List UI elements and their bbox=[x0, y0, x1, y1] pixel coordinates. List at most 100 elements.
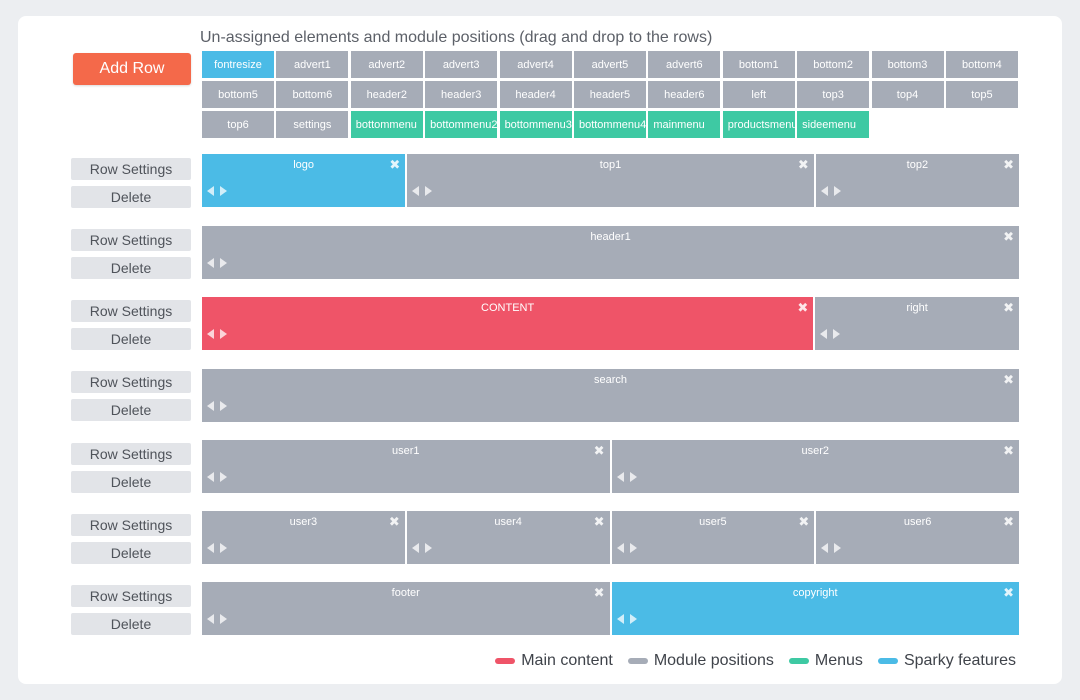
position-cell-CONTENT[interactable]: CONTENT ✖ bbox=[202, 297, 814, 350]
shrink-left-arrow-icon[interactable] bbox=[821, 543, 829, 553]
expand-right-arrow-icon[interactable] bbox=[425, 186, 433, 196]
expand-right-arrow-icon[interactable] bbox=[834, 543, 842, 553]
unassigned-chip-bottom2[interactable]: bottom2 bbox=[797, 51, 870, 78]
unassigned-chip-header6[interactable]: header6 bbox=[648, 81, 721, 108]
unassigned-chip-fontresize[interactable]: fontresize bbox=[202, 51, 274, 78]
shrink-left-arrow-icon[interactable] bbox=[616, 472, 624, 482]
unassigned-chip-mainmenu[interactable]: mainmenu bbox=[648, 111, 721, 138]
close-icon[interactable]: ✖ bbox=[1003, 443, 1014, 458]
unassigned-chip-top6[interactable]: top6 bbox=[202, 111, 274, 138]
unassigned-chip-header3[interactable]: header3 bbox=[425, 81, 498, 108]
close-icon[interactable]: ✖ bbox=[797, 157, 809, 172]
unassigned-chip-left[interactable]: left bbox=[722, 81, 795, 108]
unassigned-chip-advert6[interactable]: advert6 bbox=[648, 51, 721, 78]
close-icon[interactable]: ✖ bbox=[798, 514, 810, 529]
unassigned-chip-header5[interactable]: header5 bbox=[573, 81, 646, 108]
row-settings-button[interactable]: Row Settings bbox=[71, 371, 191, 393]
shrink-left-arrow-icon[interactable] bbox=[207, 401, 214, 411]
close-icon[interactable]: ✖ bbox=[1003, 372, 1014, 387]
close-icon[interactable]: ✖ bbox=[1003, 585, 1014, 600]
unassigned-chip-advert1[interactable]: advert1 bbox=[276, 51, 349, 78]
shrink-left-arrow-icon[interactable] bbox=[820, 329, 828, 339]
expand-right-arrow-icon[interactable] bbox=[833, 186, 841, 196]
row-delete-button[interactable]: Delete bbox=[71, 257, 191, 279]
shrink-left-arrow-icon[interactable] bbox=[411, 543, 419, 553]
unassigned-chip-advert2[interactable]: advert2 bbox=[350, 51, 423, 78]
row-settings-button[interactable]: Row Settings bbox=[71, 443, 191, 465]
position-cell-user1[interactable]: user1 ✖ bbox=[202, 440, 610, 493]
close-icon[interactable]: ✖ bbox=[1003, 300, 1014, 315]
unassigned-chip-top3[interactable]: top3 bbox=[797, 81, 870, 108]
expand-right-arrow-icon[interactable] bbox=[220, 329, 227, 339]
unassigned-chip-top4[interactable]: top4 bbox=[871, 81, 944, 108]
row-settings-button[interactable]: Row Settings bbox=[71, 229, 191, 251]
unassigned-chip-header4[interactable]: header4 bbox=[499, 81, 572, 108]
unassigned-chip-bottom1[interactable]: bottom1 bbox=[722, 51, 795, 78]
position-cell-header1[interactable]: header1 ✖ bbox=[202, 226, 1019, 279]
expand-right-arrow-icon[interactable] bbox=[629, 472, 637, 482]
add-row-button[interactable]: Add Row bbox=[73, 53, 191, 85]
position-cell-right[interactable]: right ✖ bbox=[815, 297, 1019, 350]
unassigned-chip-advert4[interactable]: advert4 bbox=[499, 51, 572, 78]
position-cell-copyright[interactable]: copyright ✖ bbox=[611, 582, 1019, 635]
expand-right-arrow-icon[interactable] bbox=[220, 472, 227, 482]
position-cell-top2[interactable]: top2 ✖ bbox=[815, 154, 1019, 207]
unassigned-chip-bottom6[interactable]: bottom6 bbox=[276, 81, 349, 108]
unassigned-chip-bottommenu[interactable]: bottommenu bbox=[350, 111, 423, 138]
unassigned-chip-settings[interactable]: settings bbox=[276, 111, 349, 138]
row-delete-button[interactable]: Delete bbox=[71, 186, 191, 208]
unassigned-chip-advert3[interactable]: advert3 bbox=[425, 51, 498, 78]
expand-right-arrow-icon[interactable] bbox=[833, 329, 841, 339]
expand-right-arrow-icon[interactable] bbox=[424, 543, 432, 553]
unassigned-chip-bottom4[interactable]: bottom4 bbox=[945, 51, 1018, 78]
shrink-left-arrow-icon[interactable] bbox=[616, 614, 624, 624]
unassigned-chip-top5[interactable]: top5 bbox=[945, 81, 1018, 108]
position-cell-footer[interactable]: footer ✖ bbox=[202, 582, 610, 635]
position-cell-search[interactable]: search ✖ bbox=[202, 369, 1019, 422]
expand-right-arrow-icon[interactable] bbox=[220, 258, 227, 268]
position-cell-logo[interactable]: logo ✖ bbox=[202, 154, 406, 207]
row-settings-button[interactable]: Row Settings bbox=[71, 514, 191, 536]
expand-right-arrow-icon[interactable] bbox=[220, 186, 227, 196]
row-settings-button[interactable]: Row Settings bbox=[71, 300, 191, 322]
position-cell-user3[interactable]: user3 ✖ bbox=[202, 511, 405, 564]
position-cell-user2[interactable]: user2 ✖ bbox=[611, 440, 1019, 493]
shrink-left-arrow-icon[interactable] bbox=[207, 614, 214, 624]
row-settings-button[interactable]: Row Settings bbox=[71, 585, 191, 607]
position-cell-user5[interactable]: user5 ✖ bbox=[611, 511, 815, 564]
shrink-left-arrow-icon[interactable] bbox=[616, 543, 624, 553]
position-cell-user4[interactable]: user4 ✖ bbox=[406, 511, 610, 564]
expand-right-arrow-icon[interactable] bbox=[220, 614, 227, 624]
row-settings-button[interactable]: Row Settings bbox=[71, 158, 191, 180]
row-delete-button[interactable]: Delete bbox=[71, 471, 191, 493]
shrink-left-arrow-icon[interactable] bbox=[820, 186, 828, 196]
shrink-left-arrow-icon[interactable] bbox=[207, 329, 214, 339]
row-delete-button[interactable]: Delete bbox=[71, 613, 191, 635]
row-delete-button[interactable]: Delete bbox=[71, 328, 191, 350]
close-icon[interactable]: ✖ bbox=[1003, 157, 1014, 172]
close-icon[interactable]: ✖ bbox=[389, 157, 401, 172]
unassigned-chip-bottommenu4[interactable]: bottommenu4 bbox=[573, 111, 646, 138]
close-icon[interactable]: ✖ bbox=[593, 514, 605, 529]
unassigned-chip-bottommenu3[interactable]: bottommenu3 bbox=[499, 111, 572, 138]
unassigned-chip-sideemenu[interactable]: sideemenu bbox=[797, 111, 870, 138]
unassigned-chip-bottom3[interactable]: bottom3 bbox=[871, 51, 944, 78]
close-icon[interactable]: ✖ bbox=[1003, 229, 1014, 244]
unassigned-chip-productsmenu[interactable]: productsmenu bbox=[722, 111, 795, 138]
unassigned-chip-bottommenu2[interactable]: bottommenu2 bbox=[425, 111, 498, 138]
shrink-left-arrow-icon[interactable] bbox=[412, 186, 420, 196]
unassigned-chip-advert5[interactable]: advert5 bbox=[573, 51, 646, 78]
expand-right-arrow-icon[interactable] bbox=[629, 543, 637, 553]
close-icon[interactable]: ✖ bbox=[797, 300, 809, 315]
shrink-left-arrow-icon[interactable] bbox=[207, 258, 214, 268]
close-icon[interactable]: ✖ bbox=[1003, 514, 1014, 529]
unassigned-chip-bottom5[interactable]: bottom5 bbox=[202, 81, 274, 108]
position-cell-top1[interactable]: top1 ✖ bbox=[407, 154, 814, 207]
expand-right-arrow-icon[interactable] bbox=[629, 614, 637, 624]
shrink-left-arrow-icon[interactable] bbox=[207, 472, 214, 482]
position-cell-user6[interactable]: user6 ✖ bbox=[816, 511, 1019, 564]
expand-right-arrow-icon[interactable] bbox=[220, 543, 227, 553]
unassigned-chip-header2[interactable]: header2 bbox=[350, 81, 423, 108]
shrink-left-arrow-icon[interactable] bbox=[207, 186, 214, 196]
row-delete-button[interactable]: Delete bbox=[71, 542, 191, 564]
